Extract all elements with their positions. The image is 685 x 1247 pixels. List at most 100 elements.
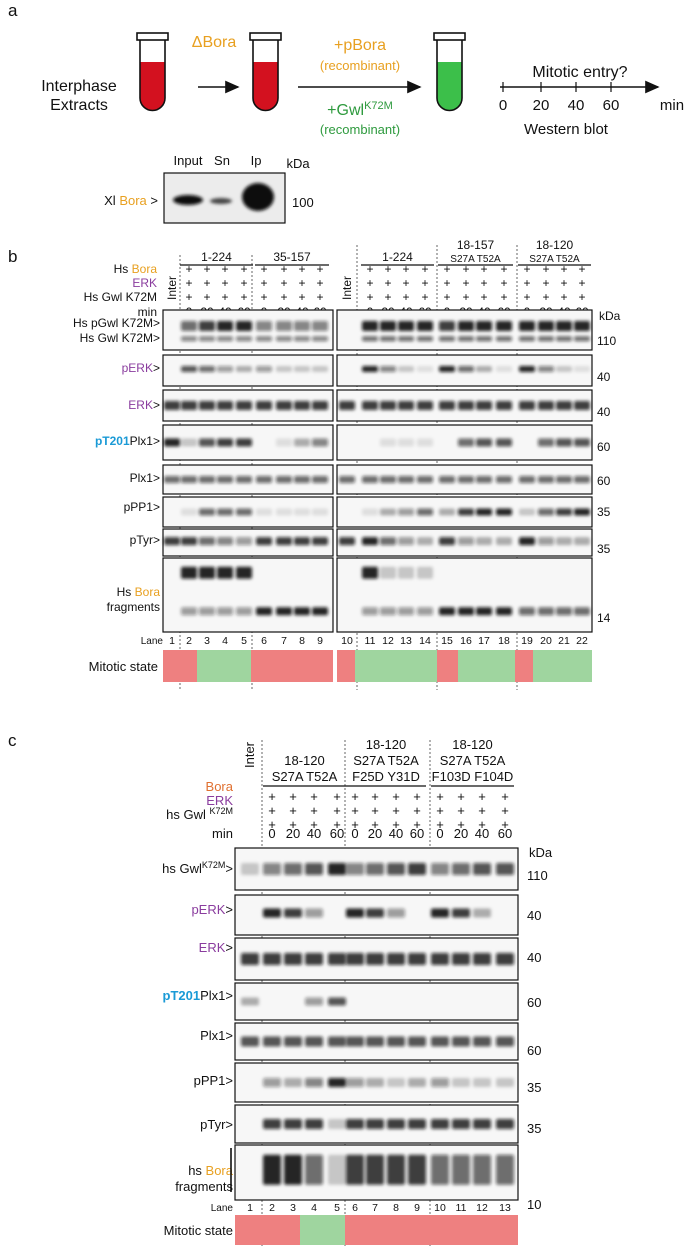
plus: +: [384, 262, 391, 276]
plus: +: [268, 817, 276, 832]
row-label: pERK>: [122, 361, 160, 375]
band: [496, 1036, 514, 1047]
plus: +: [480, 290, 487, 304]
band: [417, 321, 433, 331]
plus: +: [421, 262, 428, 276]
band: [199, 365, 215, 372]
time-label: 0: [436, 826, 443, 841]
lane-number: 16: [460, 635, 472, 647]
band: [519, 508, 535, 516]
band: [241, 953, 259, 965]
timeline-label: 40: [568, 97, 585, 114]
band: [417, 537, 433, 546]
band: [574, 537, 590, 546]
lane-number: 13: [400, 635, 412, 647]
column-label: Input: [174, 153, 203, 168]
band: [417, 438, 433, 447]
kda-marker: 40: [527, 908, 541, 923]
text-part: >: [225, 861, 233, 876]
lane-number: 10: [341, 635, 353, 647]
plus: +: [333, 803, 341, 818]
condition-label: Hs Gwl K72M: [84, 290, 157, 304]
lane-number: 1: [247, 1202, 253, 1214]
kda-marker: 60: [527, 1043, 541, 1058]
band: [181, 508, 197, 516]
text-part: K72M: [364, 100, 393, 112]
text-part: ΔBora: [192, 34, 237, 51]
group-label: S27A T52A: [529, 254, 580, 265]
text-part: >: [225, 902, 233, 917]
label: Western blot: [524, 121, 609, 138]
band: [256, 321, 272, 331]
band: [181, 537, 197, 546]
band: [276, 336, 292, 342]
kda-marker: 14: [597, 611, 611, 625]
band: [362, 336, 378, 342]
band: [496, 336, 512, 342]
plus: +: [366, 262, 373, 276]
band: [276, 537, 292, 546]
band: [398, 365, 414, 372]
blot-image: [163, 172, 286, 224]
band: [362, 476, 378, 483]
band: [263, 908, 281, 918]
row-label: fragments: [107, 600, 160, 614]
plus: +: [480, 276, 487, 290]
plus: +: [240, 276, 247, 290]
band: [439, 607, 455, 616]
band: [417, 566, 433, 579]
kda-marker: 40: [597, 370, 611, 384]
kda-marker: 60: [527, 995, 541, 1010]
band: [519, 401, 535, 410]
lane-number: 8: [299, 635, 305, 647]
group-label: F25D Y31D: [352, 769, 420, 784]
state-segment: [533, 650, 592, 682]
plus: +: [289, 789, 297, 804]
band: [181, 438, 197, 447]
text-part: hs: [188, 1163, 205, 1178]
column-label: Ip: [251, 153, 262, 168]
band: [476, 537, 492, 546]
band: [458, 321, 474, 331]
band: [236, 607, 252, 616]
question: Mitotic entry?: [532, 64, 627, 81]
plus: +: [289, 817, 297, 832]
plus: +: [578, 290, 585, 304]
condition-label: Hs Bora: [114, 262, 158, 276]
plus: +: [185, 290, 192, 304]
band: [312, 537, 328, 546]
band: [276, 508, 292, 516]
plus: +: [392, 803, 400, 818]
band: [473, 1154, 491, 1185]
band: [556, 537, 572, 546]
band: [496, 537, 512, 546]
band: [476, 321, 492, 331]
band: [496, 476, 512, 483]
band: [473, 953, 491, 965]
band: [538, 476, 554, 483]
band: [328, 997, 346, 1006]
group-label: 18-120: [536, 238, 574, 252]
panel-label: c: [8, 731, 17, 750]
plus: +: [260, 276, 267, 290]
plus: +: [436, 817, 444, 832]
lane-number: 13: [499, 1202, 511, 1214]
band: [476, 607, 492, 616]
row-label: Plx1>: [130, 471, 160, 485]
band: [398, 566, 414, 579]
plus: +: [203, 276, 210, 290]
timeline-label: 60: [603, 97, 620, 114]
band: [439, 321, 455, 331]
band: [398, 537, 414, 546]
plus: +: [500, 262, 507, 276]
band: [387, 863, 405, 875]
plus: +: [240, 262, 247, 276]
band: [439, 365, 455, 372]
band: [276, 476, 292, 483]
text-part: ERK: [206, 793, 233, 808]
kda-marker: 110: [527, 868, 548, 883]
band: [452, 863, 470, 875]
lane-number: 12: [476, 1202, 488, 1214]
band: [398, 321, 414, 331]
band: [284, 1119, 302, 1129]
